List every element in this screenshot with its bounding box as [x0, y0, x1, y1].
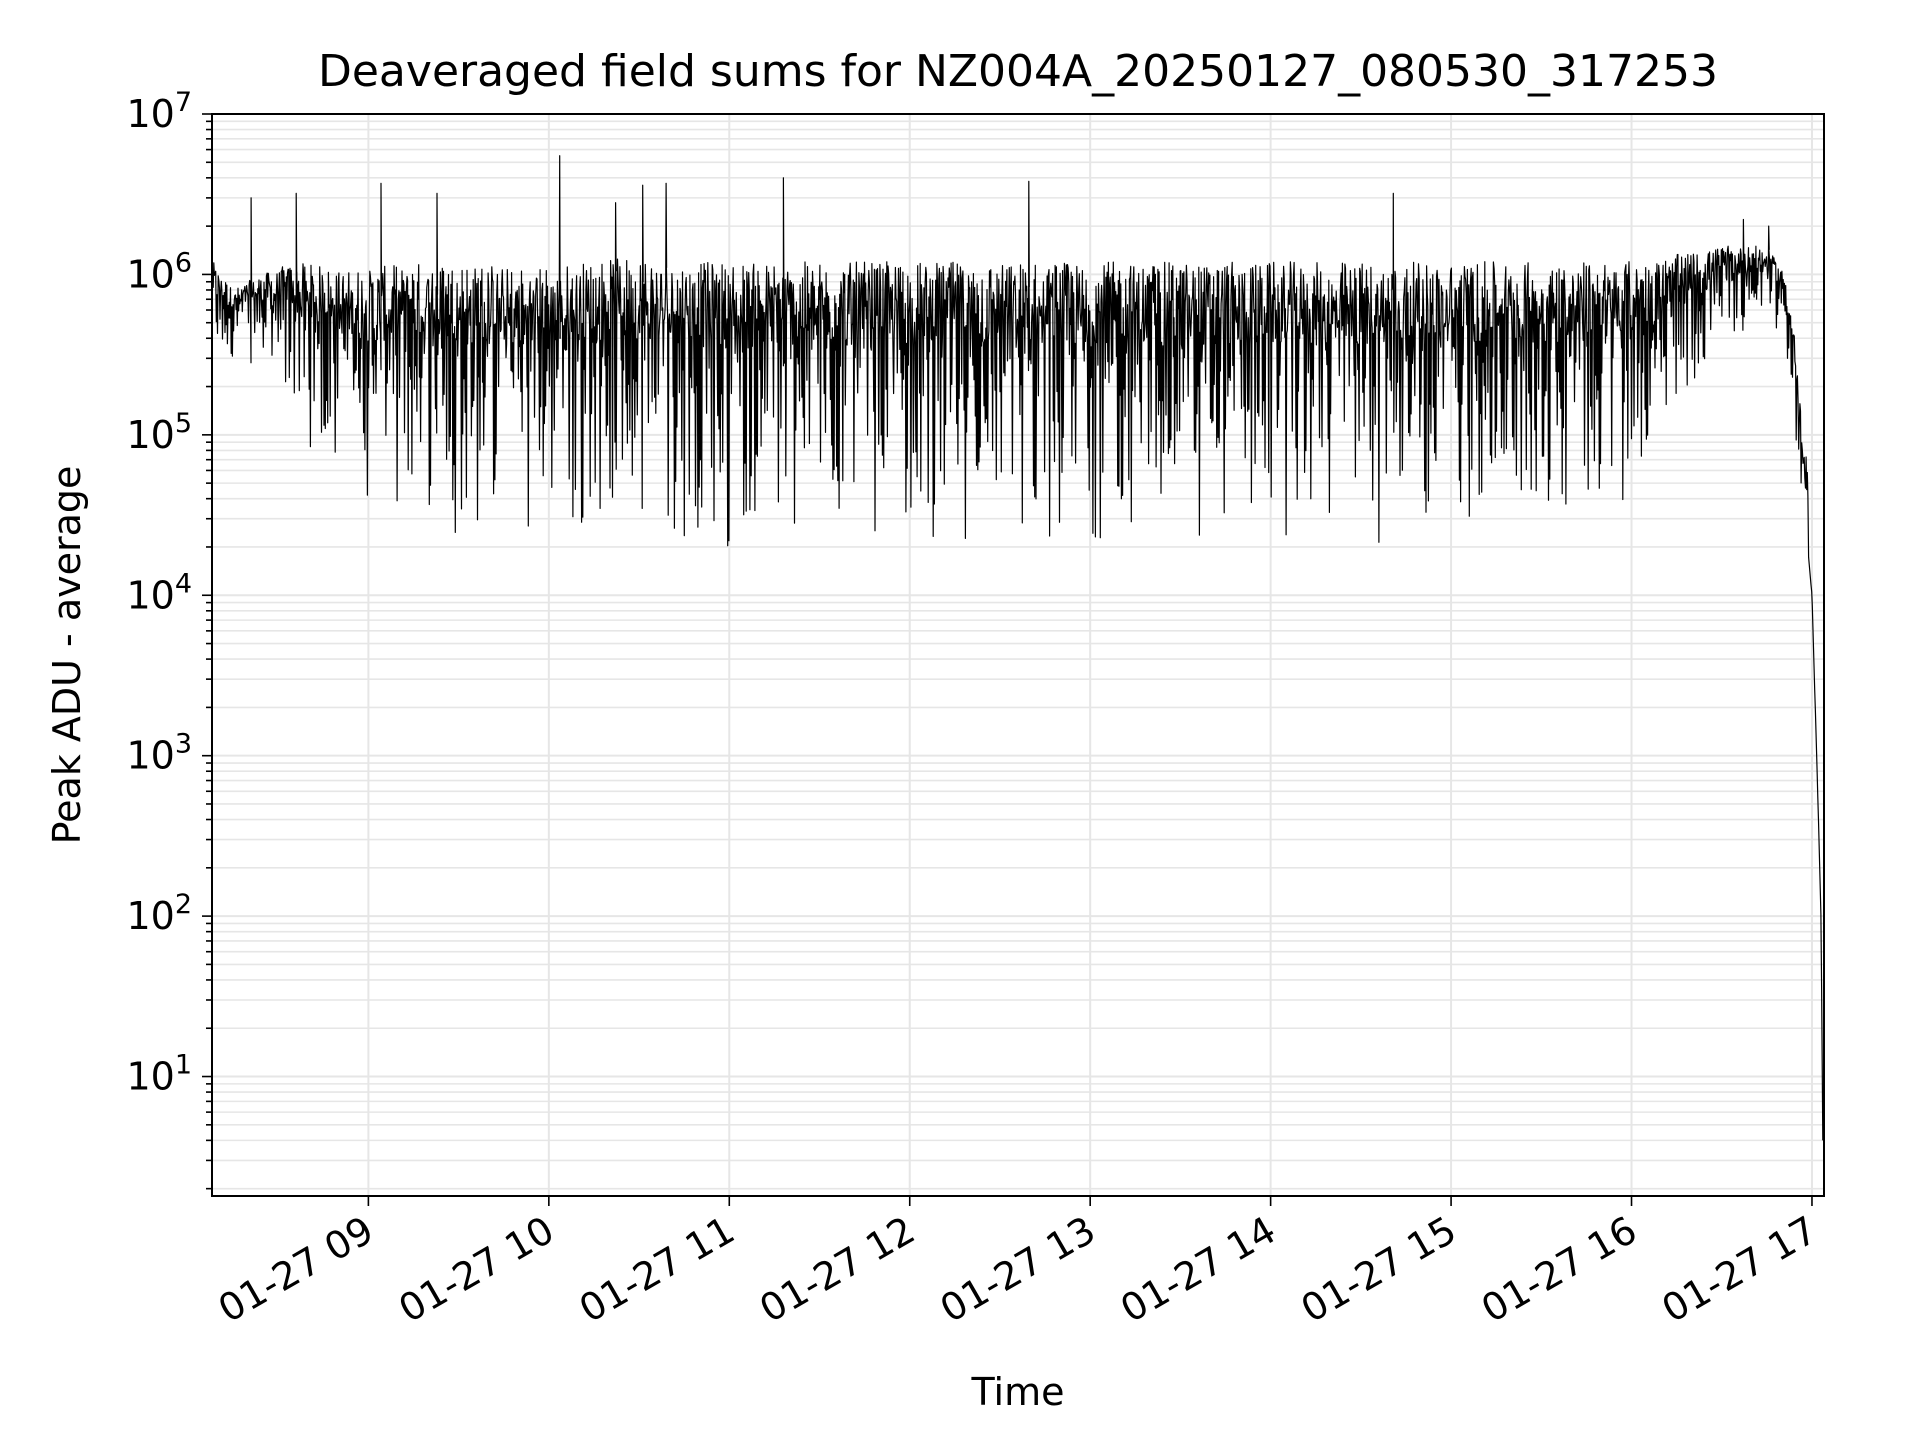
y-tick-label: 106 — [126, 247, 192, 296]
grid — [212, 113, 1824, 1196]
series-line — [212, 155, 1824, 1141]
plot-frame — [211, 113, 1825, 1197]
y-axis-label: Peak ADU - average — [45, 466, 89, 845]
y-tick-label: 101 — [126, 1050, 192, 1099]
series-layer — [212, 155, 1824, 1141]
chart-title: Deaveraged field sums for NZ004A_2025012… — [318, 46, 1718, 97]
x-axis-label: Time — [971, 1370, 1065, 1414]
y-tick-label: 105 — [126, 408, 192, 457]
y-tick-label: 107 — [126, 87, 192, 136]
y-tick-label: 103 — [126, 729, 192, 778]
y-tick-label: 104 — [126, 568, 192, 617]
y-tick-label: 102 — [126, 889, 192, 938]
